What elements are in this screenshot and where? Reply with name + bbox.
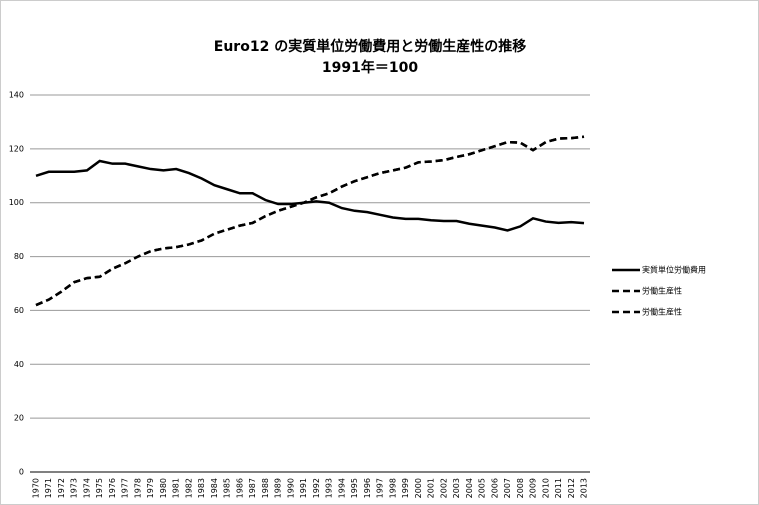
x-tick-label: 1984 [210, 478, 219, 498]
x-tick-label: 1977 [121, 478, 130, 498]
legend-label: 実質単位労働費用 [642, 265, 706, 275]
chart-subtitle: 1991年＝100 [322, 59, 418, 76]
x-tick-label: 2003 [452, 478, 461, 498]
y-tick-label: 140 [9, 91, 24, 100]
x-tick-label: 1994 [337, 478, 346, 498]
x-tick-label: 1996 [363, 478, 372, 498]
y-tick-label: 80 [14, 252, 24, 261]
x-tick-label: 2002 [439, 478, 448, 498]
x-tick-label: 1978 [133, 478, 142, 498]
x-tick-label: 1975 [95, 478, 104, 498]
y-tick-label: 40 [14, 360, 24, 369]
x-tick-label: 2009 [529, 478, 538, 498]
x-tick-label: 2001 [427, 478, 436, 498]
x-tick-label: 1992 [312, 478, 321, 498]
y-tick-label: 100 [9, 198, 24, 207]
x-tick-label: 2005 [478, 478, 487, 498]
x-tick-label: 2010 [541, 478, 550, 498]
y-tick-label: 20 [14, 414, 24, 423]
x-tick-label: 1995 [350, 478, 359, 498]
x-tick-label: 1979 [146, 478, 155, 498]
x-tick-label: 2012 [567, 478, 576, 498]
x-tick-label: 1976 [108, 478, 117, 498]
y-tick-label: 120 [9, 144, 24, 153]
x-tick-label: 1981 [172, 478, 181, 498]
x-tick-label: 1985 [223, 478, 232, 498]
x-tick-label: 2007 [503, 478, 512, 498]
x-tick-label: 2000 [414, 478, 423, 498]
x-tick-label: 2011 [554, 478, 563, 498]
x-tick-label: 2013 [580, 478, 589, 498]
x-tick-label: 1998 [388, 478, 397, 498]
x-tick-label: 1980 [159, 478, 168, 498]
x-tick-label: 1989 [274, 478, 283, 498]
series-line [35, 135, 585, 307]
legend-label: 労働生産性 [642, 286, 682, 296]
x-tick-label: 2006 [490, 478, 499, 498]
x-tick-label: 1986 [235, 478, 244, 498]
x-tick-label: 1971 [44, 478, 53, 498]
x-tick-label: 2008 [516, 478, 525, 498]
x-tick-label: 1997 [376, 478, 385, 498]
x-tick-label: 1972 [57, 478, 66, 498]
x-tick-label: 1973 [70, 478, 79, 498]
x-tick-label: 1999 [401, 478, 410, 498]
x-tick-label: 1990 [286, 478, 295, 498]
x-tick-label: 1993 [325, 478, 334, 498]
x-tick-label: 1970 [32, 478, 41, 498]
series-line [35, 159, 585, 232]
x-tick-label: 1988 [261, 478, 270, 498]
y-tick-label: 0 [19, 468, 24, 477]
x-tick-label: 2004 [465, 478, 474, 498]
legend-label: 労働生産性 [642, 307, 682, 317]
x-tick-label: 1982 [184, 478, 193, 498]
x-tick-label: 1974 [82, 478, 91, 498]
x-tick-label: 1987 [248, 478, 257, 498]
y-tick-label: 60 [14, 306, 24, 315]
x-tick-label: 1991 [299, 478, 308, 498]
x-tick-label: 1983 [197, 478, 206, 498]
chart-title: Euro12 の実質単位労働費用と労働生産性の推移 [214, 38, 526, 55]
